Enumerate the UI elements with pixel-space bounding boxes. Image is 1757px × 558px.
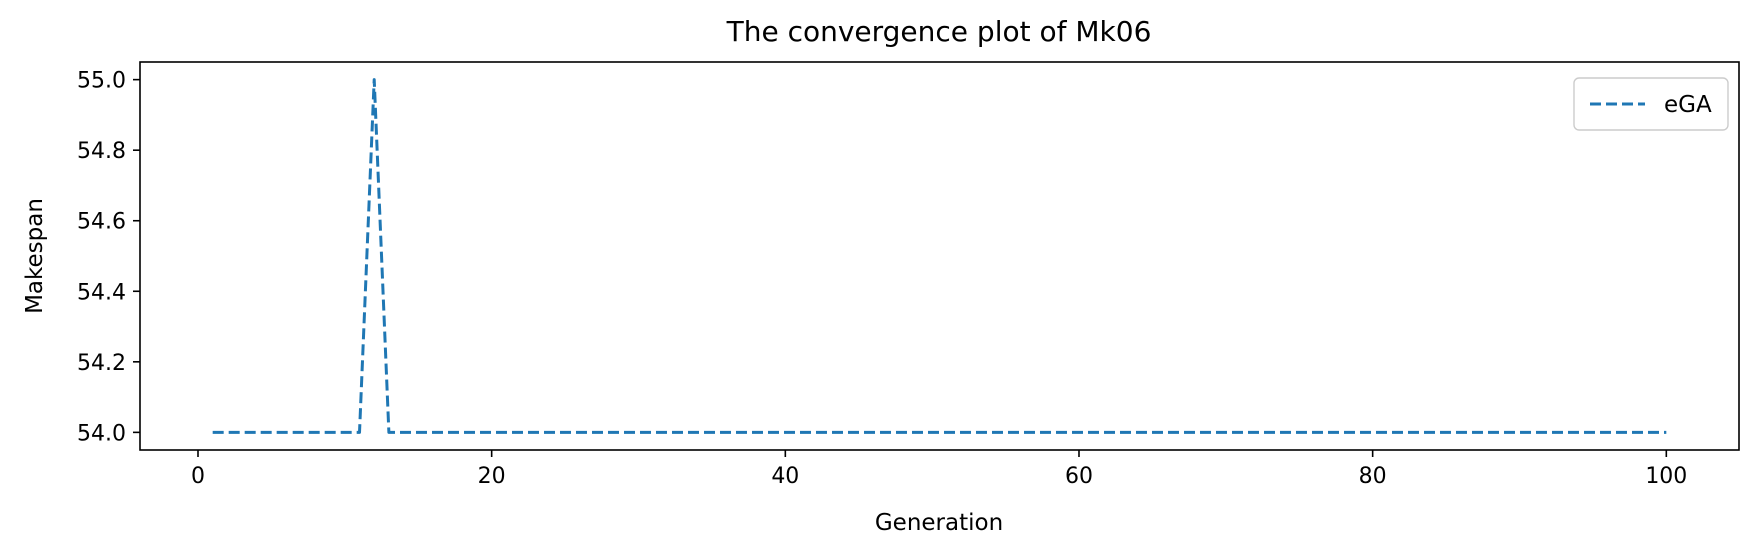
- x-tick-label: 80: [1359, 464, 1387, 489]
- legend-box: [1573, 77, 1729, 131]
- x-tick-label: 100: [1645, 464, 1687, 489]
- y-tick-label: 54.2: [77, 351, 126, 376]
- x-tick-label: 20: [478, 464, 506, 489]
- chart-title: The convergence plot of Mk06: [726, 15, 1152, 48]
- x-tick-label: 60: [1065, 464, 1093, 489]
- legend: eGA: [1573, 77, 1729, 131]
- x-axis-label: Generation: [875, 510, 1003, 536]
- y-tick-label: 54.0: [77, 421, 126, 446]
- x-tick-label: 40: [771, 464, 799, 489]
- y-tick-label: 55.0: [77, 69, 126, 94]
- y-tick-label: 54.8: [77, 139, 126, 164]
- series-line-ega: [212, 78, 1667, 434]
- y-tick-label: 54.4: [77, 280, 126, 305]
- x-tick-label: 0: [191, 464, 205, 489]
- plot-frame: [139, 61, 1740, 451]
- legend-label-ega: eGA: [1664, 92, 1712, 118]
- y-tick-label: 54.6: [77, 210, 126, 235]
- y-axis-label: Makespan: [22, 198, 48, 314]
